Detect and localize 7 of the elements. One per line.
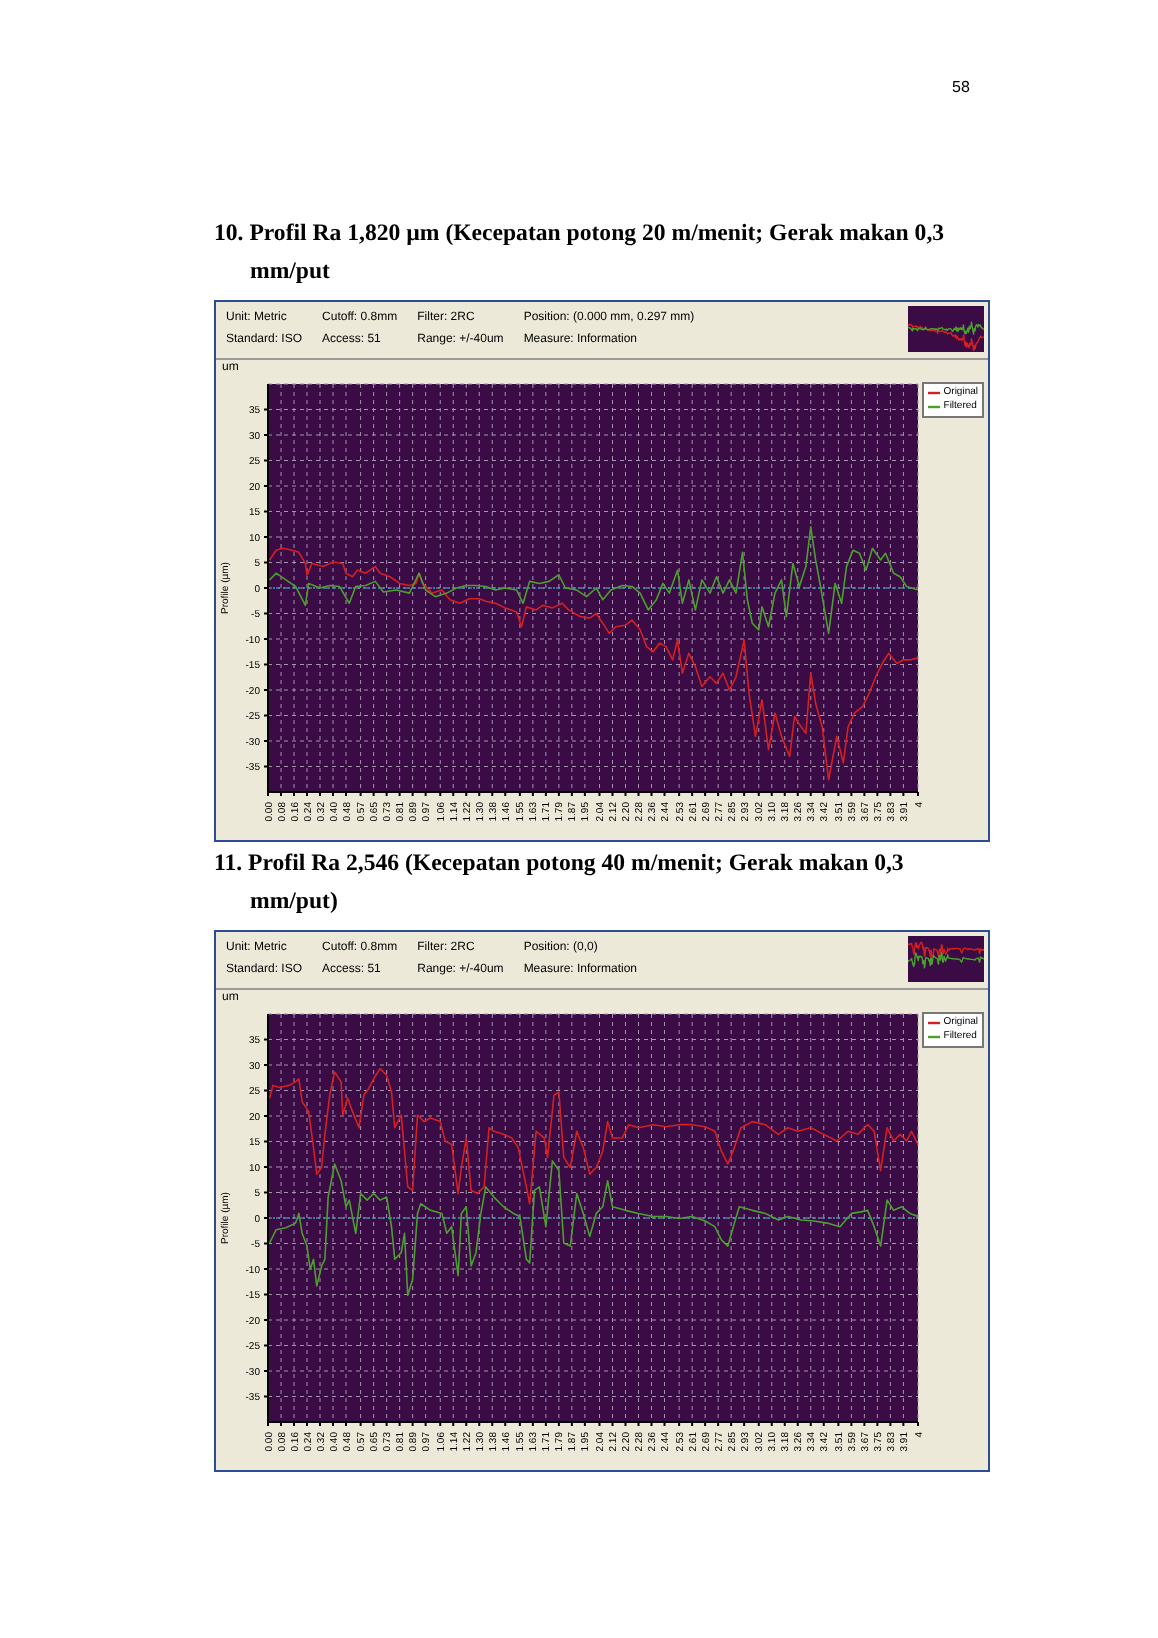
- chart-title: 10. Profil Ra 1,820 µm (Kecepatan potong 20 m/menit; Gerak makan 0,3 mm/put: [214, 218, 945, 284]
- chart-title: 11. Profil Ra 2,546 (Kecepatan potong 40 m/menit; Gerak makan 0,3 mm/put): [214, 848, 904, 914]
- line-series: [268, 1067, 918, 1205]
- line-series: [268, 547, 918, 781]
- line-series: [268, 1160, 918, 1297]
- text: 58: [952, 78, 970, 96]
- line-series: [268, 526, 918, 635]
